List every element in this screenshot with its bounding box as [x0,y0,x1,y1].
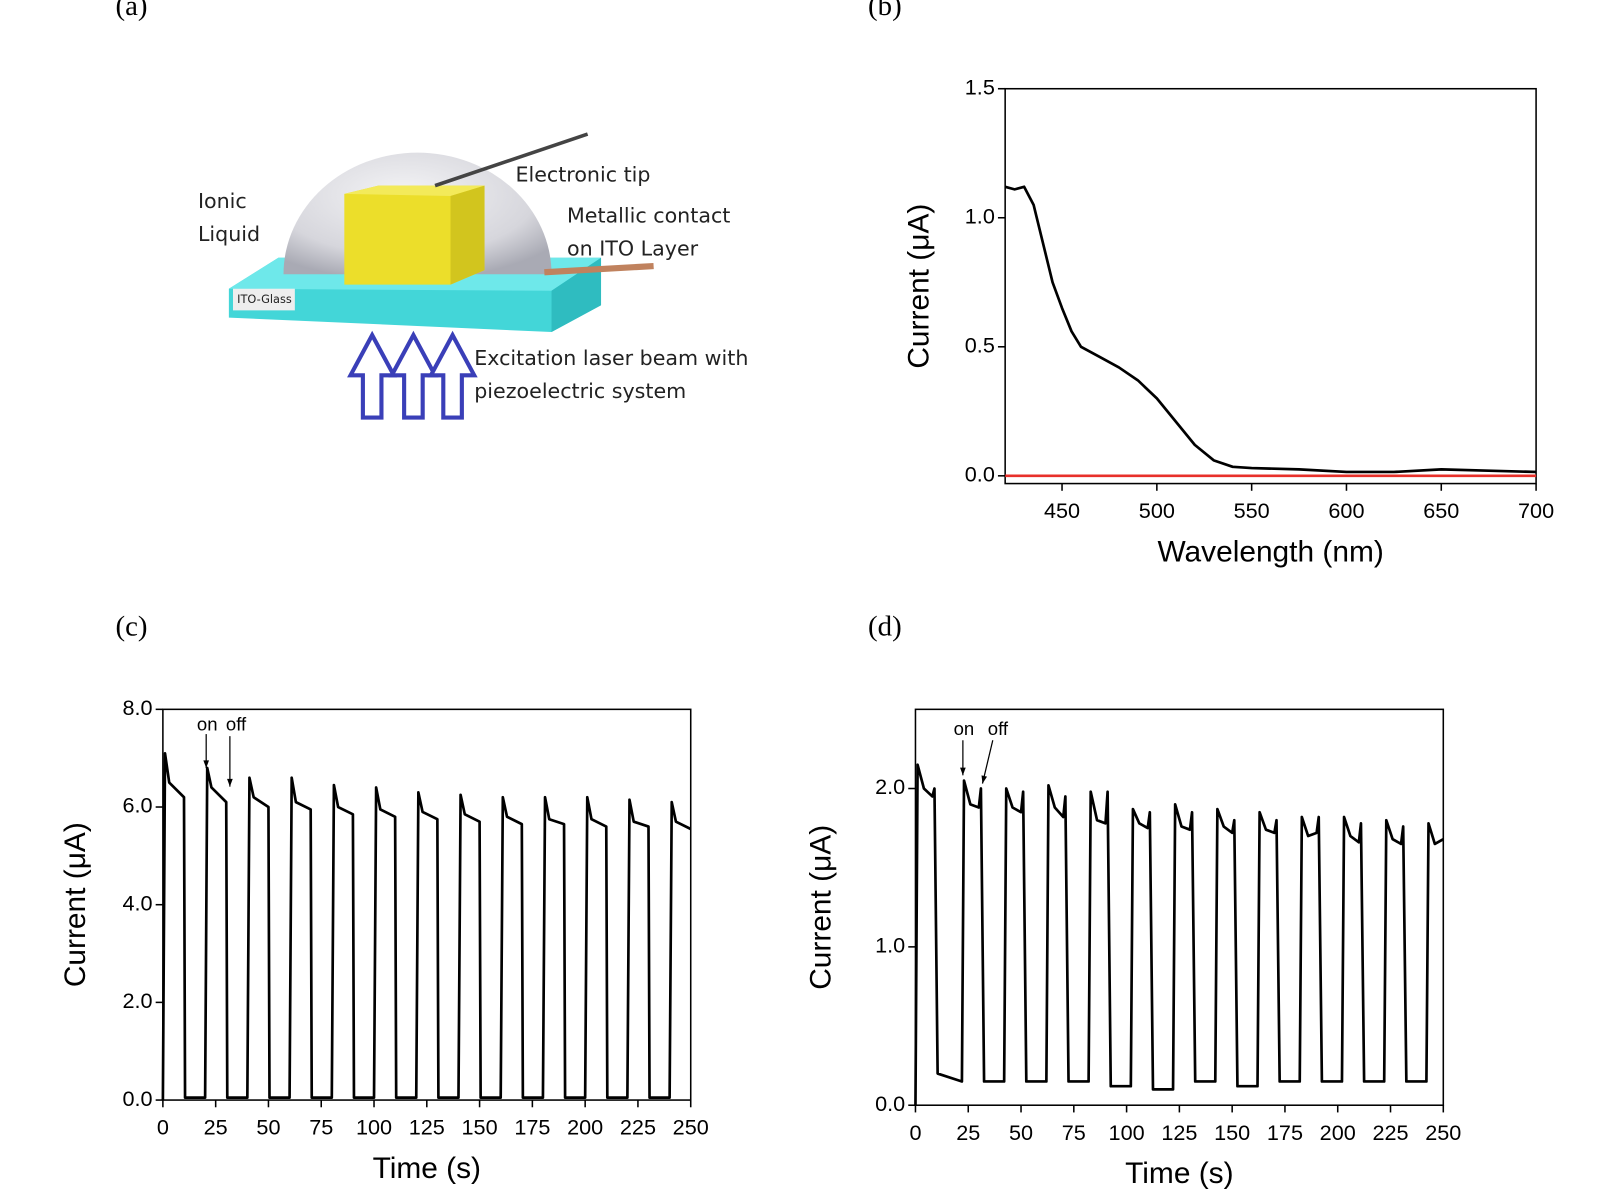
x-tick-label: 75 [309,1115,333,1140]
cube [344,185,485,285]
arrow-head [981,775,988,784]
data-line [914,763,1444,1106]
x-tick-label: 225 [620,1115,656,1140]
x-tick-label: 175 [1267,1120,1303,1145]
x-tick-label: 125 [1161,1120,1197,1145]
plot-frame [1004,87,1537,485]
arrow-head [960,767,966,776]
y-tick-label: 2.0 [875,774,905,799]
x-tick-label: 200 [567,1115,603,1140]
x-axis-title: Wavelength (nm) [1157,536,1383,569]
laser-arrows [347,330,478,420]
x-tick-label: 250 [1425,1120,1461,1145]
ito-label-box [232,288,295,311]
panel-label: (a) [115,0,147,22]
metallic-contact [544,262,654,276]
panel-label: (b) [868,0,902,22]
y-tick-label: 2.0 [123,988,153,1013]
x-tick-label: 225 [1372,1120,1408,1145]
x-tick-label: 650 [1423,498,1459,523]
diagram-label: piezoelectric system [474,379,686,403]
annotation: on [197,714,218,735]
x-tick-label: 0 [909,1120,921,1145]
x-axis-title: Time (s) [373,1152,481,1185]
annotation: off [226,714,247,735]
y-tick-label: 1.5 [965,74,995,99]
y-tick-label: 8.0 [123,695,153,720]
cube-top [344,185,485,196]
arrow-head [227,778,233,787]
x-tick-label: 25 [204,1115,228,1140]
y-axis-title: Current (μA) [805,825,838,990]
diagram-label: Ionic [198,189,247,213]
diagram-label: Liquid [198,222,260,246]
x-tick-label: 600 [1328,498,1364,523]
x-tick-label: 100 [1109,1120,1145,1145]
x-tick-label: 200 [1320,1120,1356,1145]
y-tick-label: 1.0 [965,203,995,228]
cube-side [450,185,485,285]
diagram-label: on ITO Layer [567,237,699,261]
x-tick-label: 25 [956,1120,980,1145]
chart-panel: (d) 0 25 50 75 100 125 150 175 200 225 250 0.0 1.0 2.0… [805,611,1462,1191]
y-tick-label: 0.0 [965,462,995,487]
x-tick-label: 50 [1009,1120,1033,1145]
x-tick-label: 0 [157,1115,169,1140]
x-tick-label: 100 [356,1115,392,1140]
electronic-tip [434,132,589,188]
chart-panel: (b) 450 500 550 600 650 700 0.0 0.5 1.0 1.5 Wavelen… [868,0,1554,569]
x-tick-label: 125 [409,1115,445,1140]
plot-frame [162,708,692,1101]
y-axis-title: Current (μA) [59,822,92,987]
y-tick-label: 1.0 [875,933,905,958]
data-line [161,751,692,1101]
y-tick-label: 4.0 [123,890,153,915]
x-tick-label: 150 [1214,1120,1250,1145]
ito-side [551,257,602,333]
y-tick-label: 0.5 [965,333,995,358]
x-tick-label: 150 [462,1115,498,1140]
annotation: on [954,718,975,739]
diagram-label: Electronic tip [515,162,650,186]
y-tick-label: 0.0 [123,1086,153,1111]
x-tick-label: 250 [673,1115,709,1140]
panel-label: (d) [868,611,902,643]
arrow-head [203,760,210,769]
y-tick-label: 6.0 [123,793,153,818]
x-tick-label: 550 [1234,498,1270,523]
x-axis-title: Time (s) [1125,1157,1233,1190]
chart-panel: (c) 0 25 50 75 100 125 150 175 200 225 250 0.0 2.0 4.0… [59,611,709,1186]
x-tick-label: 175 [514,1115,550,1140]
diagram-label: Metallic contact [567,204,730,228]
data-line [1004,185,1537,474]
y-axis-title: Current (μA) [903,204,936,369]
x-tick-label: 500 [1139,498,1175,523]
x-tick-label: 700 [1518,498,1554,523]
panel-a: (a) ITO-Glass Ionic Liquid Electronic ti… [115,0,748,420]
diagram-label: Excitation laser beam with [474,346,748,370]
x-tick-label: 50 [256,1115,280,1140]
panel-label: (c) [115,611,147,643]
y-tick-label: 0.0 [875,1091,905,1116]
x-tick-label: 450 [1044,498,1080,523]
annotation: off [988,718,1009,739]
x-tick-label: 75 [1062,1120,1086,1145]
ito-label: ITO-Glass [237,292,292,306]
